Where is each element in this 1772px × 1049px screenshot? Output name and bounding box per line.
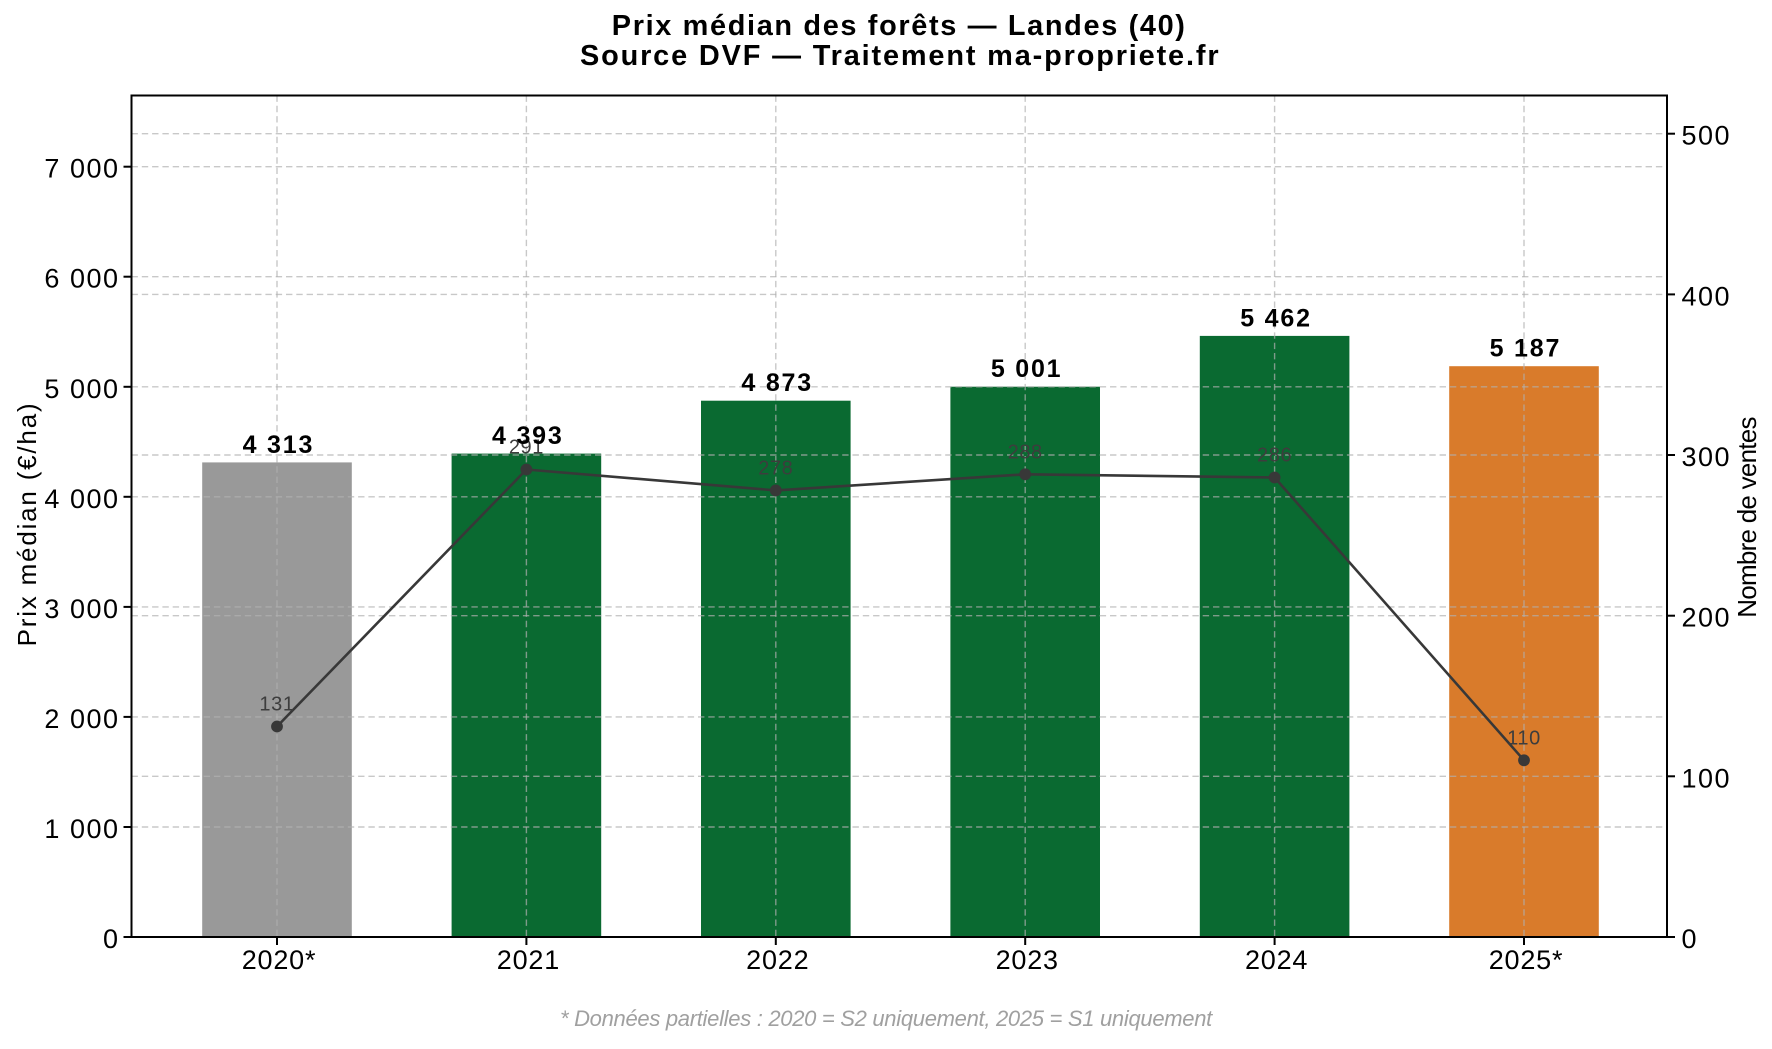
svg-text:5 462: 5 462 [1240, 304, 1312, 332]
svg-text:500: 500 [1682, 121, 1732, 151]
svg-text:5 000: 5 000 [44, 374, 119, 404]
svg-text:Prix médian (€/ha): Prix médian (€/ha) [12, 402, 42, 647]
svg-text:291: 291 [509, 437, 544, 459]
svg-text:Prix médian des forêts — Lande: Prix médian des forêts — Landes (40) [612, 10, 1187, 42]
svg-text:2020*: 2020* [242, 945, 317, 975]
svg-text:4 313: 4 313 [243, 431, 315, 459]
svg-text:4 873: 4 873 [741, 369, 813, 397]
svg-text:2025*: 2025* [1489, 945, 1564, 975]
svg-text:131: 131 [259, 694, 294, 716]
svg-text:0: 0 [103, 924, 120, 954]
svg-text:2024: 2024 [1245, 945, 1308, 975]
svg-text:1 000: 1 000 [44, 814, 119, 844]
svg-text:100: 100 [1682, 763, 1732, 793]
svg-text:0: 0 [1682, 924, 1699, 954]
svg-text:2022: 2022 [746, 945, 809, 975]
svg-text:5 001: 5 001 [991, 355, 1063, 383]
svg-text:288: 288 [1008, 441, 1043, 463]
svg-text:4 393: 4 393 [492, 422, 564, 450]
svg-text:3 000: 3 000 [44, 594, 119, 624]
svg-text:278: 278 [758, 457, 793, 479]
svg-text:Source DVF — Traitement ma-pro: Source DVF — Traitement ma-propriete.fr [580, 40, 1220, 72]
svg-text:300: 300 [1682, 442, 1732, 472]
svg-text:2023: 2023 [996, 945, 1059, 975]
svg-text:200: 200 [1682, 603, 1732, 633]
svg-text:4 000: 4 000 [44, 484, 119, 514]
svg-text:2 000: 2 000 [44, 704, 119, 734]
svg-text:6 000: 6 000 [44, 264, 119, 294]
svg-text:7 000: 7 000 [44, 154, 119, 184]
svg-text:Nombre de ventes: Nombre de ventes [1732, 417, 1762, 618]
svg-text:110: 110 [1507, 727, 1541, 749]
svg-text:5 187: 5 187 [1490, 335, 1562, 363]
svg-text:2021: 2021 [497, 945, 560, 975]
svg-text:286: 286 [1257, 445, 1292, 467]
svg-text:* Données partielles : 2020 =: * Données partielles : 2020 = S2 uniquem… [560, 1006, 1213, 1031]
svg-text:400: 400 [1682, 281, 1732, 311]
